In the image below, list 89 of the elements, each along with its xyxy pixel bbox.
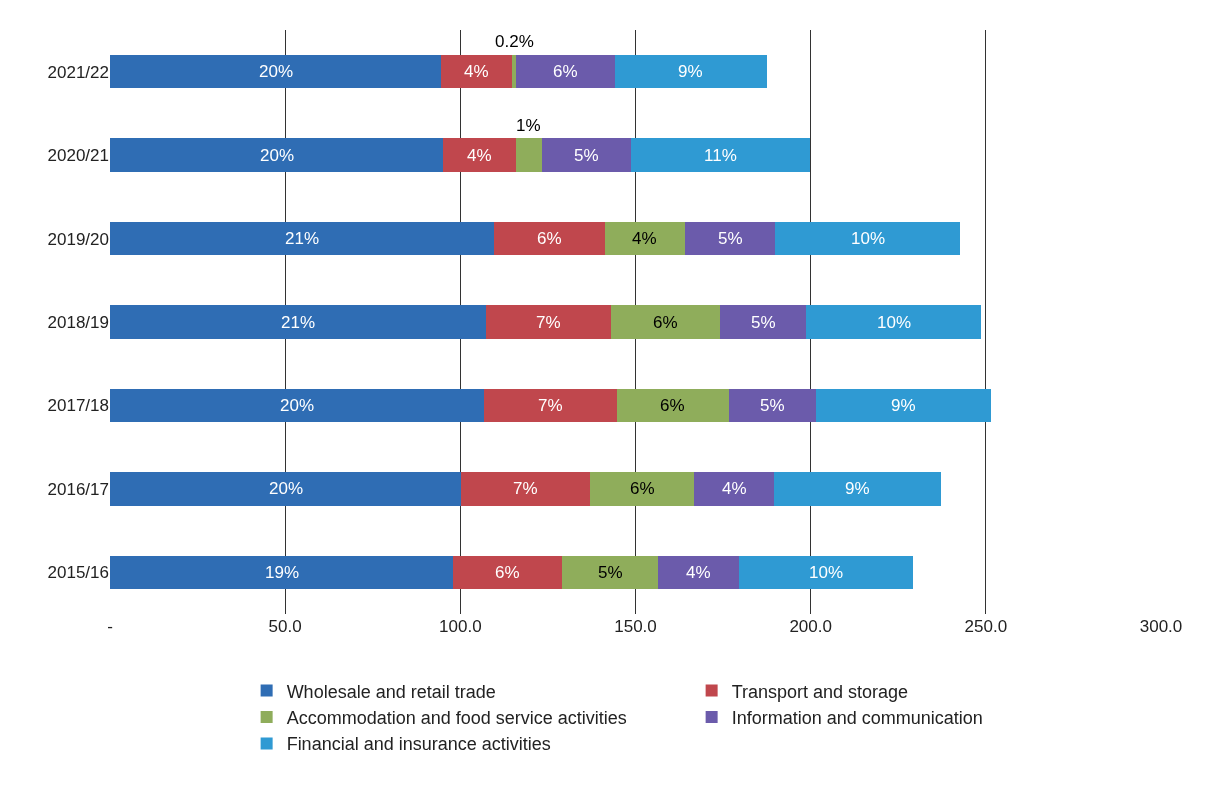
bar: [516, 138, 542, 172]
legend-label: Financial and insurance activities: [286, 734, 551, 755]
bar: [806, 305, 982, 339]
bar: [110, 221, 494, 256]
bar: [516, 55, 615, 89]
y-tick-label: 2020/21: [47, 146, 109, 166]
bar: [110, 388, 484, 423]
annotation: 21%: [281, 313, 316, 332]
annotation: 6%: [630, 479, 655, 498]
annotation: 10%: [809, 563, 844, 582]
bar: [461, 472, 591, 506]
annotation: 21%: [285, 229, 320, 248]
annotation: 20%: [260, 146, 295, 165]
bar: [483, 388, 617, 423]
x-tick-label: 200.0: [789, 617, 832, 636]
legend-label: Transport and storage: [731, 681, 909, 702]
annotation: 10%: [877, 313, 912, 332]
bar: [616, 388, 730, 423]
x-tick-label: -: [107, 617, 113, 636]
bar: [694, 472, 775, 506]
annotation: 9%: [678, 62, 703, 81]
annotation: 7%: [536, 313, 561, 332]
bar: [774, 472, 941, 506]
annotation: 4%: [722, 479, 747, 498]
bar: [110, 55, 442, 89]
annotation: 4%: [464, 62, 489, 81]
annotation: 6%: [537, 229, 562, 248]
x-tick-label: 150.0: [614, 617, 657, 636]
annotation: 6%: [653, 313, 678, 332]
annotation: 5%: [760, 396, 785, 415]
bar: [110, 138, 444, 172]
annotation: 6%: [660, 396, 685, 415]
y-tick-label: 2018/19: [47, 312, 109, 332]
annotation: 5%: [718, 229, 743, 248]
bar: [729, 388, 816, 423]
bar: [541, 138, 631, 172]
legend-label: Information and communication: [731, 708, 983, 729]
annotation: 1%: [516, 116, 541, 135]
bar: [684, 221, 776, 256]
bar: [815, 388, 992, 423]
bar: [110, 305, 486, 339]
bar: [630, 138, 810, 172]
x-tick-label: 300.0: [1139, 617, 1183, 636]
annotation: 5%: [751, 313, 776, 332]
annotation: 4%: [686, 563, 711, 582]
annotation: 4%: [467, 146, 492, 165]
y-tick-label: 2017/18: [47, 396, 109, 416]
annotation: 20%: [269, 479, 304, 498]
x-tick-label: 250.0: [964, 617, 1008, 636]
annotation: 20%: [280, 396, 315, 415]
bar: [604, 221, 685, 256]
annotation: 4%: [632, 229, 657, 248]
bar: [658, 555, 739, 589]
annotation: 9%: [891, 396, 916, 415]
bar: [738, 555, 914, 589]
bar: [561, 555, 659, 589]
y-tick-label: 2015/16: [47, 563, 109, 583]
annotation: 10%: [851, 229, 886, 248]
annotation: 9%: [845, 479, 870, 498]
legend-label: Wholesale and retail trade: [286, 681, 496, 702]
bar: [485, 305, 611, 339]
annotation: 5%: [574, 146, 599, 165]
annotation: 5%: [598, 563, 623, 582]
bar: [590, 472, 695, 506]
bar: [610, 305, 721, 339]
bar: [110, 472, 462, 506]
annotation: 11%: [704, 146, 737, 165]
bar: [443, 138, 517, 172]
y-tick-label: 2021/22: [47, 62, 109, 82]
annotation: 7%: [513, 479, 538, 498]
x-tick-label: 50.0: [268, 617, 302, 636]
bar: [512, 55, 517, 89]
bar: [775, 221, 960, 256]
x-tick-label: 100.0: [439, 617, 482, 636]
bar: [614, 55, 767, 89]
bar: [441, 55, 513, 89]
annotation: 0.2%: [495, 32, 534, 51]
bar: [720, 305, 807, 339]
y-tick-label: 2019/20: [47, 229, 109, 249]
annotation: 19%: [265, 563, 300, 582]
bar: [453, 555, 562, 589]
annotation: 20%: [259, 62, 294, 81]
annotation: 6%: [553, 62, 578, 81]
legend-label: Accommodation and food service activities: [286, 708, 627, 729]
bar: [493, 221, 605, 256]
bar: [110, 555, 454, 589]
y-tick-label: 2016/17: [47, 479, 109, 499]
annotation: 6%: [495, 563, 520, 582]
annotation: 7%: [538, 396, 563, 415]
